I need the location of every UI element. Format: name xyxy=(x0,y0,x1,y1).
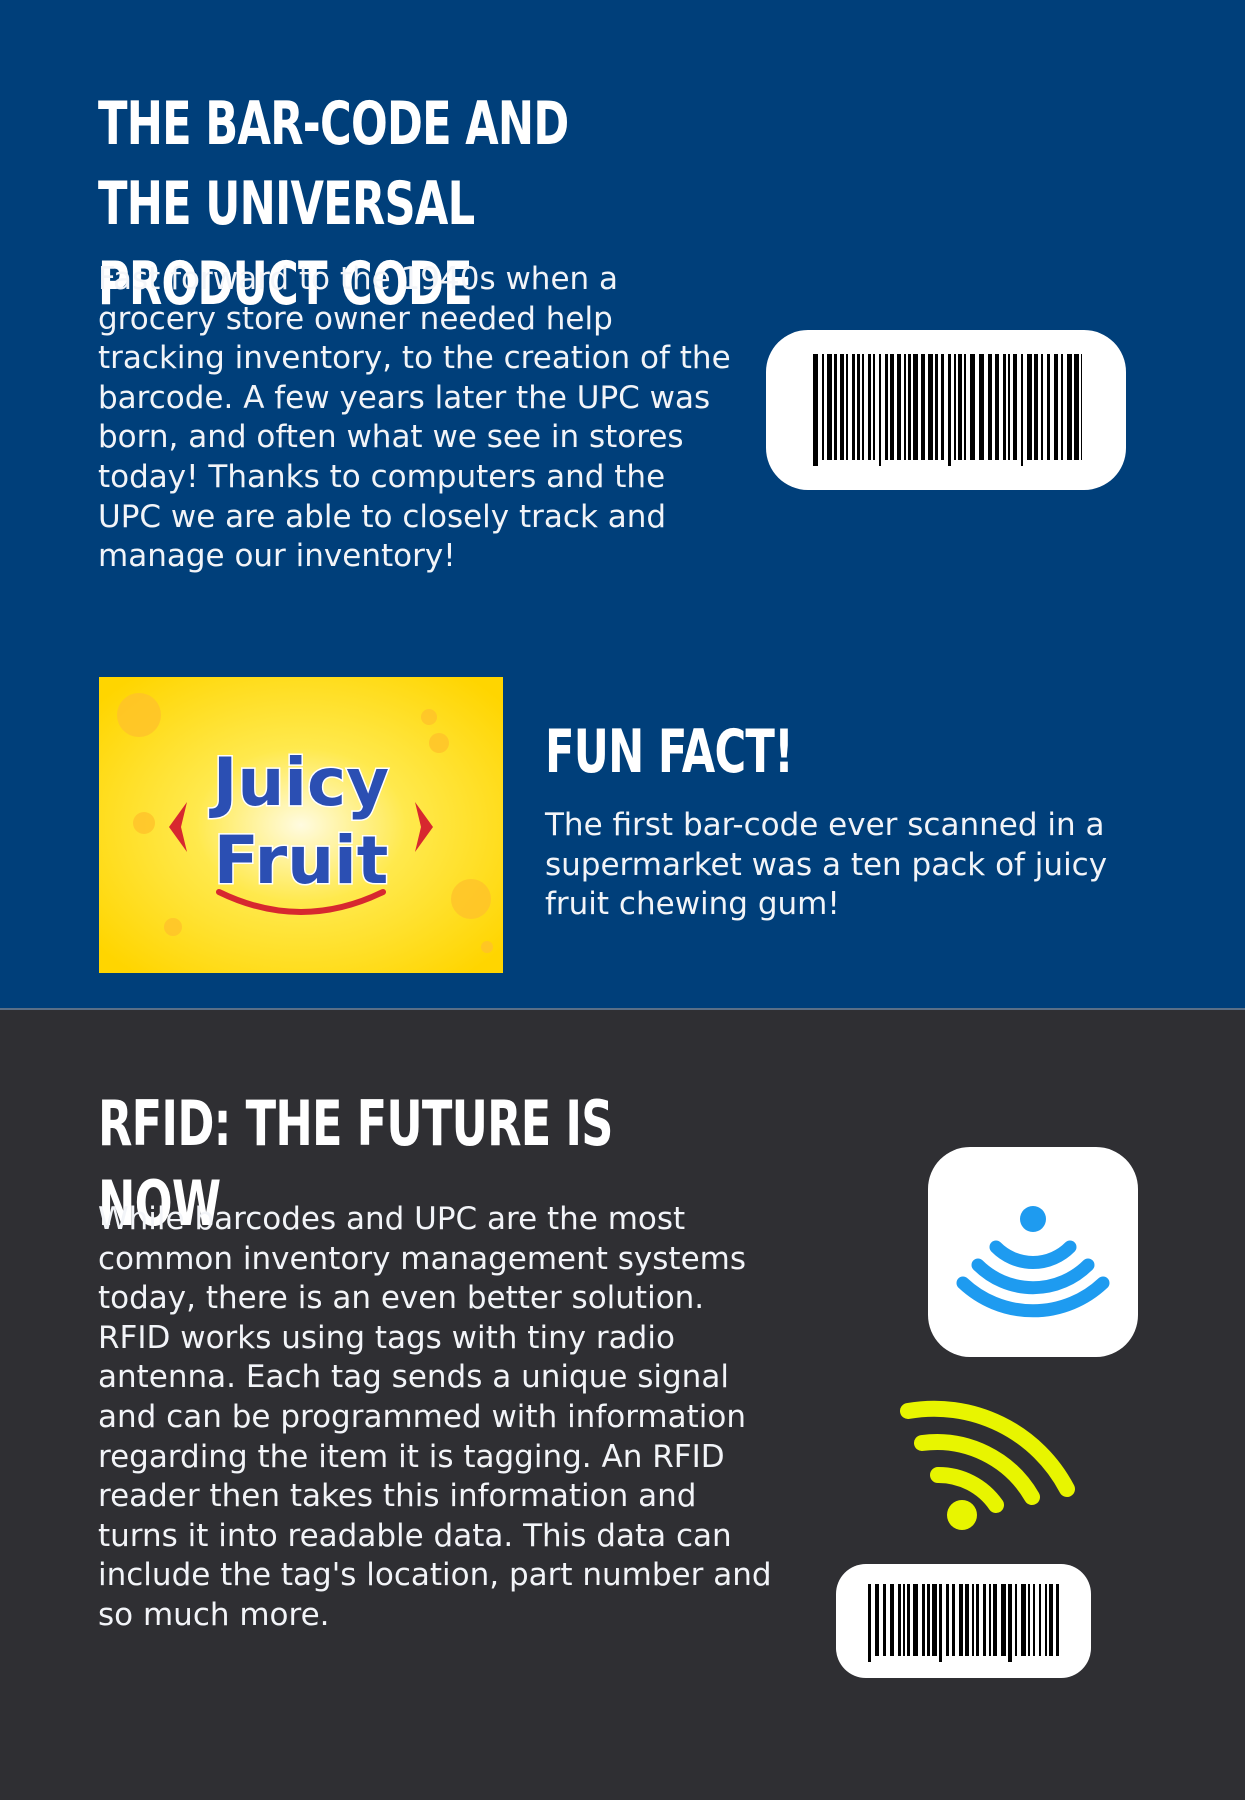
barcode-tag-icon xyxy=(868,1584,1059,1662)
barcode-card xyxy=(766,330,1126,490)
juicy-fruit-logo: Juicy Fruit xyxy=(99,677,503,973)
rfid-heading: RFID: The Future is Now xyxy=(98,1087,613,1240)
juicy-logo-line1: Juicy xyxy=(209,744,389,821)
barcode-tag-card xyxy=(836,1564,1091,1678)
barcode-body-text: Fast forward to the 1940s when a grocery… xyxy=(98,261,731,575)
rfid-body-text: While barcodes and UPC are the most comm… xyxy=(98,1201,772,1633)
wifi-icon xyxy=(956,1206,1110,1318)
fun-fact-body-text: The first bar-code ever scanned in a sup… xyxy=(545,807,1108,923)
fun-fact-heading: Fun Fact! xyxy=(545,717,794,787)
section-divider xyxy=(0,1008,1245,1010)
juicy-fruit-logo-image: Juicy Fruit xyxy=(99,677,503,973)
signal-icon-graphic xyxy=(900,1400,1075,1530)
wifi-card xyxy=(928,1147,1138,1357)
barcode-icon xyxy=(813,354,1082,466)
signal-icon xyxy=(900,1395,1080,1545)
barcode-heading: The Bar-Code and the Universal Product C… xyxy=(98,89,569,319)
juicy-logo-line2: Fruit xyxy=(214,822,389,899)
